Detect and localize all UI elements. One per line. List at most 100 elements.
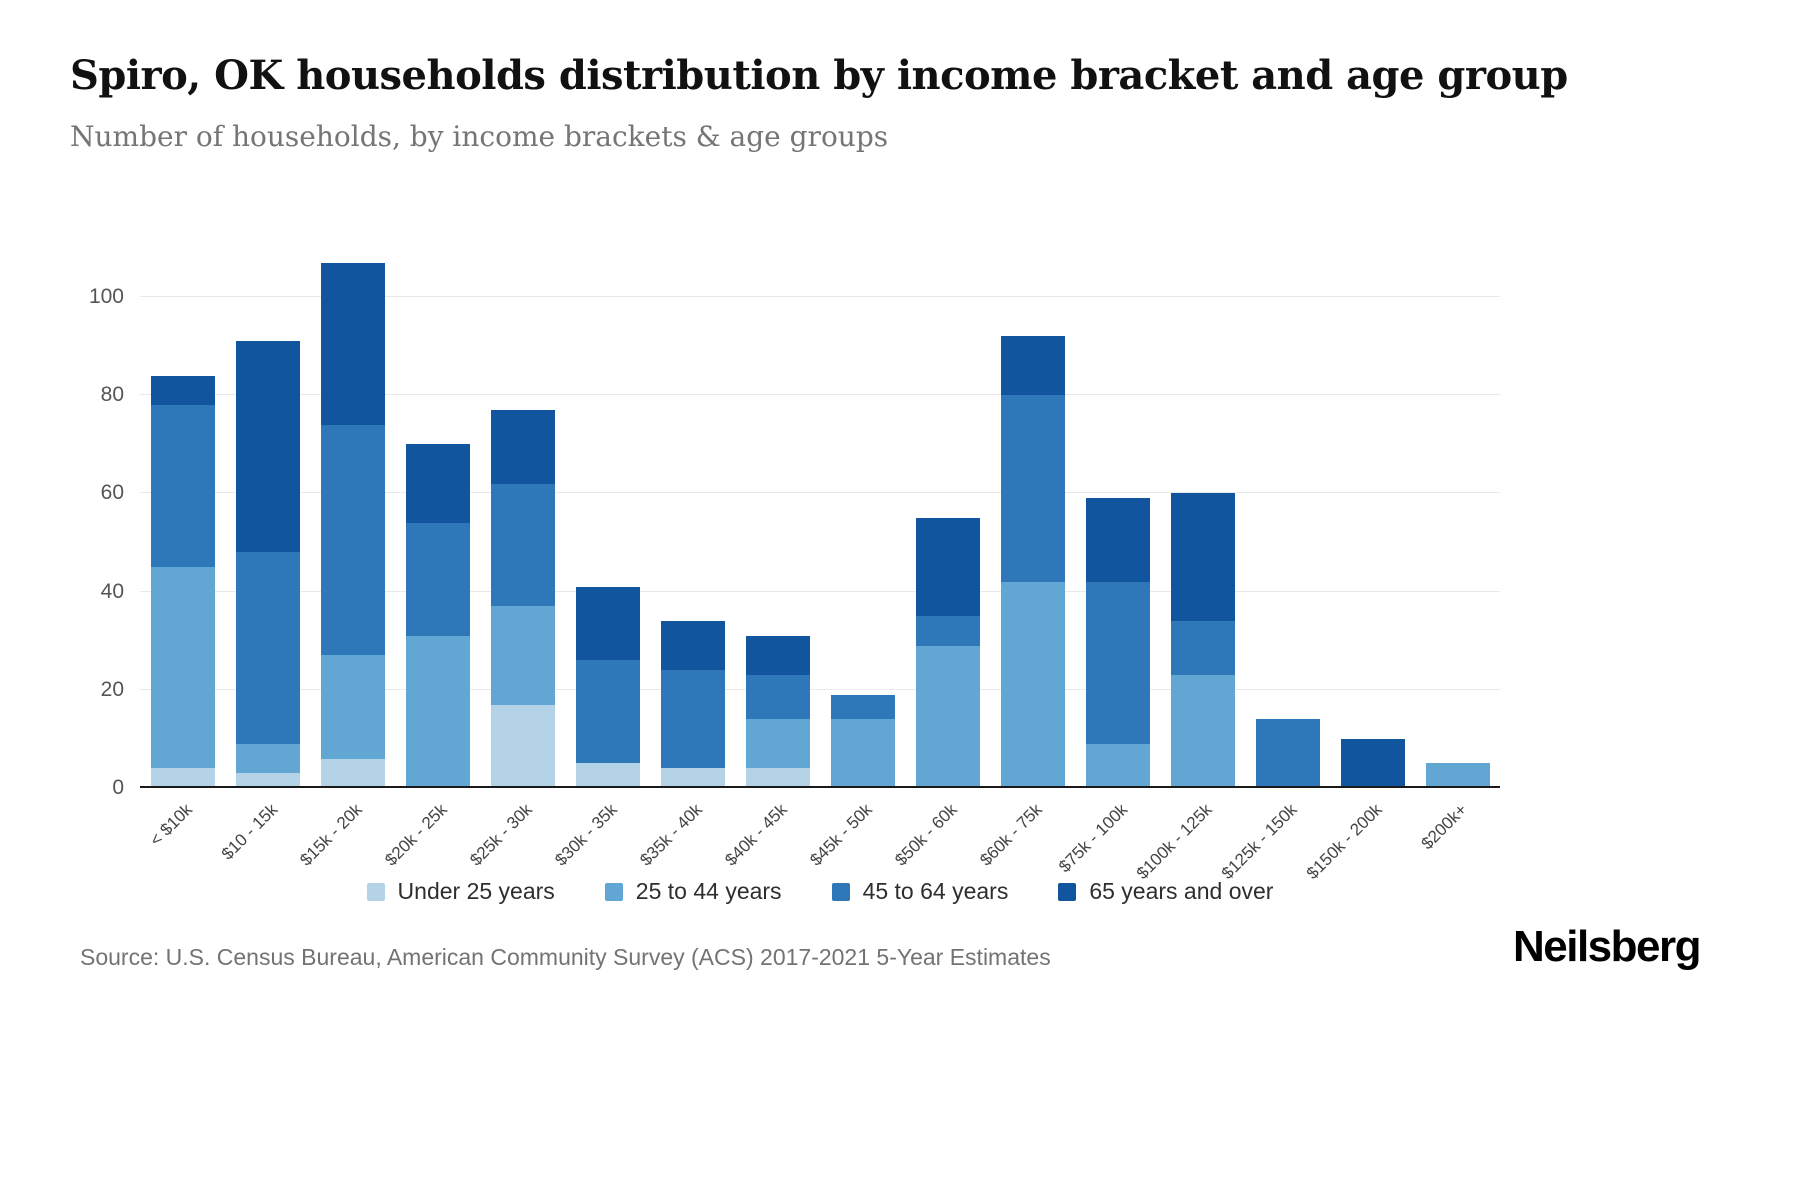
bar-segment xyxy=(320,655,385,759)
y-axis-tick-label: 0 xyxy=(112,776,124,799)
bar-slot: $30k - 35k xyxy=(551,248,650,870)
bar-segment xyxy=(320,424,385,656)
plot-area: 0 20 40 60 80 100 < $10k $10 - 15k $15k - 20k $20… xyxy=(89,248,1500,883)
bar-segment xyxy=(1170,493,1235,622)
y-axis-tick-label: 100 xyxy=(88,285,124,309)
x-axis-tick-label: $150k - 200k xyxy=(1302,800,1386,883)
x-axis-tick-label: $35k - 40k xyxy=(636,800,706,870)
legend-item: Under 25 years xyxy=(366,878,555,905)
bar-segment xyxy=(575,763,640,788)
legend-label: 65 years and over xyxy=(1089,878,1274,904)
stacked-bar xyxy=(1085,498,1150,788)
x-axis-tick-label: $10 - 15k xyxy=(217,800,281,864)
bar-slot: $25k - 30k xyxy=(466,248,565,870)
x-axis-tick-label: $40k - 45k xyxy=(721,800,791,870)
bar-segment xyxy=(660,621,725,671)
bar-slot: $45k - 50k xyxy=(806,248,905,870)
bar-segment xyxy=(915,616,980,646)
bar-segment xyxy=(1340,738,1405,788)
source-attribution: Source: U.S. Census Bureau, American Com… xyxy=(80,944,1051,970)
bar-slot: $40k - 45k xyxy=(721,248,820,870)
gridline xyxy=(140,688,1500,690)
legend-swatch xyxy=(1058,882,1077,901)
x-axis-tick-label: $100k - 125k xyxy=(1132,800,1216,883)
legend-item: 65 years and over xyxy=(1058,878,1273,905)
bar-slot: $15k - 20k xyxy=(296,248,395,870)
legend-swatch xyxy=(604,882,623,901)
x-axis-tick-label: $200k+ xyxy=(1417,800,1471,854)
neilsberg-logo: Neilsberg xyxy=(1512,922,1702,971)
bar-segment xyxy=(745,635,810,676)
stacked-bar xyxy=(1255,719,1320,788)
stacked-bar xyxy=(405,444,470,788)
y-axis-tick-label: 20 xyxy=(100,677,124,701)
bar-segment xyxy=(1085,743,1150,788)
x-axis-tick-label: $20k - 25k xyxy=(381,800,451,870)
gridline xyxy=(140,590,1500,592)
bar-segment xyxy=(405,444,470,523)
bar-segment xyxy=(915,645,980,788)
bar-segment xyxy=(235,743,300,774)
legend-label: Under 25 years xyxy=(397,878,555,904)
y-axis-tick-label: 60 xyxy=(100,481,124,505)
bar-slot: $10 - 15k xyxy=(217,248,310,864)
bar-segment xyxy=(575,660,640,764)
bar-segment xyxy=(1425,763,1490,788)
legend-label: 45 to 64 years xyxy=(862,878,1009,904)
x-axis-tick-label: $15k - 20k xyxy=(296,800,366,870)
bar-slot: $75k - 100k xyxy=(1055,248,1160,876)
chart-subtitle: Number of households, by income brackets… xyxy=(70,120,889,153)
bar-slot: $35k - 40k xyxy=(636,248,735,870)
x-axis-line xyxy=(140,786,1500,788)
stacked-bar xyxy=(745,635,810,788)
stacked-bar xyxy=(915,518,980,788)
bar-segment xyxy=(1085,498,1150,582)
x-axis-tick-label: $75k - 100k xyxy=(1054,800,1131,877)
legend-item: 45 to 64 years xyxy=(831,878,1009,905)
bar-slot: $200k+ xyxy=(1415,248,1500,853)
legend-label: 25 to 44 years xyxy=(635,878,782,904)
bar-slot: $125k - 150k xyxy=(1218,248,1330,883)
legend-swatch xyxy=(831,882,850,901)
x-axis-tick-label: $25k - 30k xyxy=(466,800,536,870)
bar-segment xyxy=(745,719,810,769)
bar-segment xyxy=(490,483,555,607)
bar-slot: $100k - 125k xyxy=(1133,248,1245,883)
x-axis-tick-label: $30k - 35k xyxy=(551,800,621,870)
stacked-bar xyxy=(1170,493,1235,788)
bar-segment xyxy=(1085,581,1150,744)
bar-segment xyxy=(490,410,555,484)
bar-segment xyxy=(915,518,980,617)
bar-slot: $150k - 200k xyxy=(1303,248,1415,883)
stacked-bar xyxy=(830,694,895,788)
stacked-bar xyxy=(575,586,640,788)
chart-title: Spiro, OK households distribution by inc… xyxy=(70,52,1568,99)
x-axis-tick-label: $125k - 150k xyxy=(1217,800,1301,883)
x-axis-tick-label: $60k - 75k xyxy=(976,800,1046,870)
bar-segment xyxy=(320,262,385,425)
bar-segment xyxy=(235,773,300,788)
bar-slot: $50k - 60k xyxy=(891,248,990,870)
bar-segment xyxy=(1170,675,1235,788)
gridline xyxy=(140,492,1500,494)
stacked-bar xyxy=(150,375,215,788)
bar-segment xyxy=(235,552,300,744)
bar-segment xyxy=(745,768,810,788)
x-axis-tick-label: $50k - 60k xyxy=(891,800,961,870)
bar-slot: $60k - 75k xyxy=(976,248,1075,870)
y-axis-tick-label: 80 xyxy=(100,383,124,407)
bar-slot: $20k - 25k xyxy=(381,248,480,870)
bar-segment xyxy=(150,405,215,568)
stacked-bar xyxy=(320,262,385,788)
bars-container: < $10k $10 - 15k $15k - 20k $20k - 25k $25k … xyxy=(140,248,1500,883)
bar-segment xyxy=(1000,581,1065,788)
stacked-bar xyxy=(235,341,300,788)
bar-segment xyxy=(1255,719,1320,788)
stacked-bar xyxy=(490,410,555,788)
gridline xyxy=(140,296,1500,298)
legend-swatch xyxy=(366,882,385,901)
stacked-bar xyxy=(1340,738,1405,788)
stacked-bar xyxy=(1425,763,1490,788)
x-axis-tick-label: < $10k xyxy=(146,800,196,850)
